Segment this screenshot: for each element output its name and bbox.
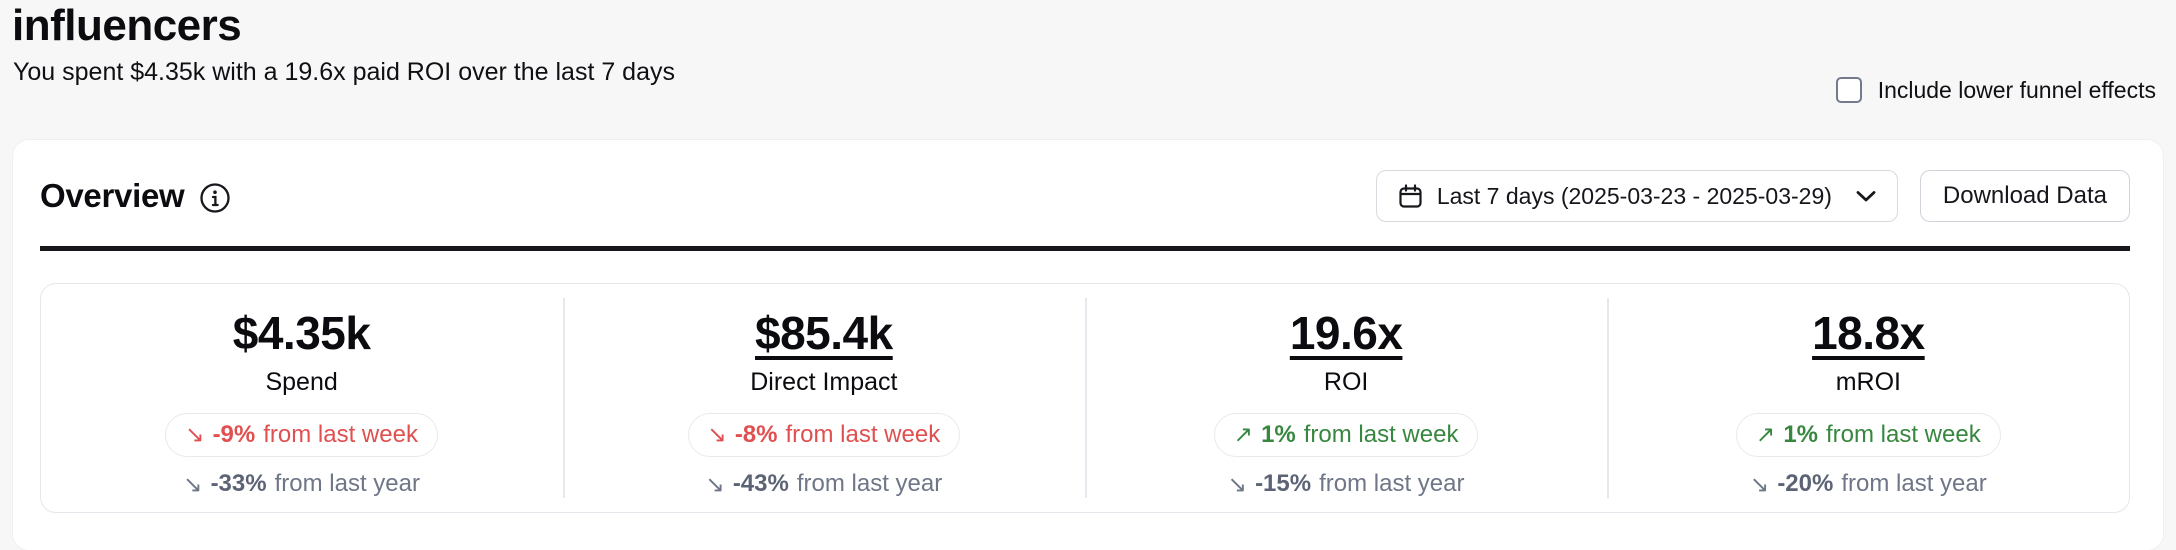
overview-heading: Overview — [40, 177, 185, 214]
year-change-suffix: from last year — [796, 470, 943, 498]
trend-down-icon: ↘ — [183, 470, 203, 497]
year-change-percent: -43% — [732, 470, 789, 498]
metric-label: Direct Impact — [750, 367, 898, 396]
page-subtitle: You spent $4.35k with a 19.6x paid ROI o… — [13, 57, 675, 86]
week-change-suffix: from last week — [1826, 420, 1981, 448]
metric-direct-impact: $85.4k Direct Impact ↘ -8% from last week … — [562, 284, 1084, 512]
date-range-picker[interactable]: Last 7 days (2025-03-23 - 2025-03-29) — [1375, 170, 1898, 222]
metric-label: mROI — [1835, 367, 1902, 396]
page-title: influencers — [12, 1, 242, 50]
week-change-badge: ↘ -8% from last week — [687, 412, 961, 458]
include-lower-funnel-label: Include lower funnel effects — [1877, 76, 2156, 103]
year-change-line: ↘ -15% from last year — [1086, 470, 1607, 498]
year-change-suffix: from last year — [274, 470, 420, 498]
include-lower-funnel-toggle[interactable]: Include lower funnel effects — [1835, 72, 2156, 108]
overview-header-row: Overview Last 7 day — [40, 170, 2130, 222]
metric-spend: $4.35k Spend ↘ -9% from last week ↘ -33% fro… — [41, 284, 562, 512]
date-range-label: Last 7 days (2025-03-23 - 2025-03-29) — [1436, 182, 1832, 209]
trend-down-icon: ↘ — [1227, 470, 1248, 497]
overview-panel: Overview Last 7 day — [13, 140, 2163, 550]
metrics-summary-card: $4.35k Spend ↘ -9% from last week ↘ -33% fro… — [40, 283, 2130, 513]
calendar-icon — [1397, 183, 1424, 210]
week-change-percent: -8% — [734, 420, 778, 448]
column-divider — [1085, 298, 1087, 498]
trend-down-icon: ↘ — [1750, 470, 1770, 497]
download-data-button[interactable]: Download Data — [1919, 170, 2130, 222]
page-header: influencers You spent $4.35k with a 19.6… — [12, 0, 675, 88]
year-change-line: ↘ -20% from last year — [1608, 470, 2129, 498]
year-change-suffix: from last year — [1841, 470, 1987, 498]
metric-value: $4.35k — [232, 307, 371, 359]
week-change-percent: -9% — [212, 420, 256, 448]
year-change-percent: -15% — [1255, 470, 1312, 498]
trend-down-icon: ↘ — [185, 421, 205, 448]
metric-label: ROI — [1323, 367, 1369, 396]
metric-mroi: 18.8x mROI ↗ 1% from last week ↘ -20% from l… — [1607, 284, 2129, 512]
trend-down-icon: ↘ — [705, 470, 725, 497]
year-change-suffix: from last year — [1319, 470, 1465, 498]
trend-up-icon: ↗ — [1233, 421, 1254, 448]
week-change-suffix: from last week — [1303, 420, 1459, 448]
info-icon[interactable] — [199, 182, 231, 214]
week-change-percent: 1% — [1783, 420, 1818, 448]
metric-value[interactable]: $85.4k — [755, 307, 893, 359]
year-change-percent: -20% — [1777, 470, 1834, 498]
year-change-percent: -33% — [210, 470, 267, 498]
column-divider — [563, 298, 565, 498]
year-change-line: ↘ -33% from last year — [41, 470, 562, 498]
week-change-badge: ↗ 1% from last week — [1736, 412, 2001, 458]
week-change-percent: 1% — [1261, 420, 1296, 448]
column-divider — [1607, 298, 1609, 498]
include-lower-funnel-checkbox[interactable] — [1835, 77, 1862, 103]
trend-up-icon: ↗ — [1756, 421, 1776, 448]
section-divider — [40, 246, 2130, 251]
week-change-suffix: from last week — [263, 420, 418, 448]
overview-controls: Last 7 days (2025-03-23 - 2025-03-29) Do… — [1375, 170, 2130, 222]
metric-roi: 19.6x ROI ↗ 1% from last week ↘ -15% from la… — [1085, 284, 1607, 512]
metric-value[interactable]: 18.8x — [1812, 307, 1925, 359]
week-change-badge: ↘ -9% from last week — [165, 412, 438, 458]
week-change-badge: ↗ 1% from last week — [1213, 412, 1479, 458]
metric-label: Spend — [265, 367, 338, 396]
trend-down-icon: ↘ — [707, 421, 727, 448]
overview-heading-group: Overview — [40, 177, 231, 215]
chevron-down-icon — [1855, 189, 1877, 203]
metric-value[interactable]: 19.6x — [1289, 307, 1403, 359]
week-change-suffix: from last week — [785, 420, 941, 448]
year-change-line: ↘ -43% from last year — [563, 470, 1084, 498]
